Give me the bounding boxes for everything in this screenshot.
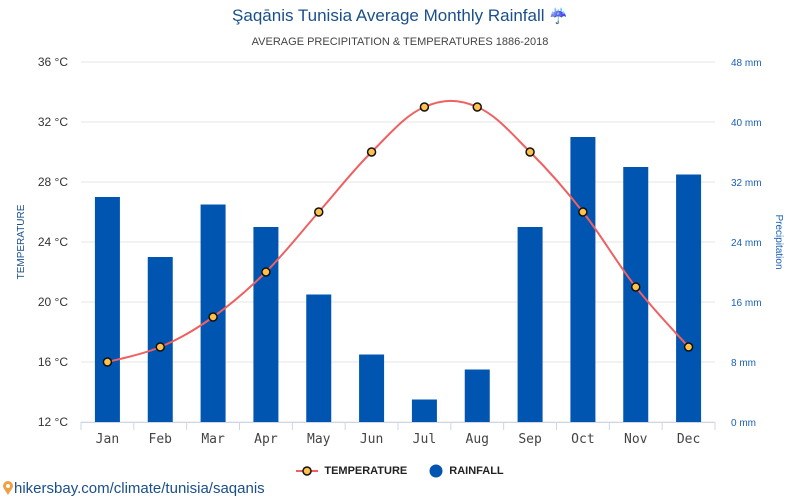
- temperature-point: [208, 312, 218, 322]
- legend-label-temperature: TEMPERATURE: [324, 465, 408, 477]
- temperature-point: [155, 342, 165, 352]
- temperature-point: [261, 267, 271, 277]
- y-axis-label-right: Precipitation: [773, 214, 784, 269]
- y-tick-right: 48 mm: [731, 58, 762, 69]
- temperature-point: [472, 102, 482, 112]
- y-tick-right: 24 mm: [731, 238, 762, 249]
- rainfall-bar: [464, 369, 490, 422]
- temperature-point: [102, 357, 113, 367]
- rainfall-bar: [359, 354, 385, 422]
- x-tick-label: Feb: [149, 432, 173, 447]
- x-tick-label: Jan: [96, 432, 119, 447]
- x-tick-label: May: [307, 432, 331, 447]
- chart: 12 °C 0 mm 16 °C 8 mm 20 °C 16 mm 24 °C 24 mm 28…: [16, 55, 784, 447]
- temperature-legend-icon: [296, 466, 319, 476]
- legend-item-rainfall[interactable]: RAINFALL: [429, 464, 504, 478]
- temperature-point: [578, 207, 588, 217]
- chart-title-text: Şaqānis Tunisia Average Monthly Rainfall: [232, 6, 545, 25]
- x-tick-label: Nov: [624, 432, 648, 447]
- chart-subtitle: AVERAGE PRECIPITATION & TEMPERATURES 188…: [251, 36, 549, 48]
- legend-item-temperature[interactable]: TEMPERATURE: [296, 464, 407, 478]
- x-tick-label: Aug: [466, 432, 489, 447]
- x-tick-label: Oct: [571, 432, 594, 447]
- temperature-point: [314, 207, 324, 217]
- map-pin-icon: [3, 481, 13, 495]
- y-tick-left: 24 °C: [38, 235, 68, 249]
- y-tick-left: 28 °C: [38, 175, 68, 189]
- y-tick-right: 0 mm: [731, 418, 756, 429]
- y-tick-right: 40 mm: [731, 118, 762, 129]
- temperature-point: [631, 282, 641, 292]
- temperature-line: [107, 99, 690, 363]
- rainfall-bar: [147, 257, 173, 422]
- y-tick-right: 16 mm: [731, 298, 762, 309]
- x-tick-label: Jun: [360, 432, 383, 447]
- footer-link[interactable]: hikersbay.com/climate/tunisia/saqanis: [2, 480, 265, 497]
- temperature-point: [683, 342, 694, 352]
- rainfall-bar: [570, 137, 596, 422]
- umbrella-rain-icon: ☔: [549, 8, 568, 25]
- y-tick-left: 12 °C: [38, 415, 68, 429]
- x-tick-label: Jul: [413, 432, 436, 447]
- temperature-point: [366, 147, 377, 157]
- rainfall-bar: [411, 399, 437, 422]
- legend: TEMPERATURE RAINFALL: [0, 464, 800, 478]
- rainfall-legend-icon: [429, 464, 443, 478]
- temperature-point: [419, 102, 430, 112]
- y-tick-right: 32 mm: [731, 178, 762, 189]
- y-tick-left: 32 °C: [38, 115, 68, 129]
- temperature-point: [525, 147, 535, 157]
- y-tick-right: 8 mm: [731, 358, 756, 369]
- y-axis-label-left: TEMPERATURE: [16, 204, 27, 279]
- x-tick-label: Dec: [677, 432, 700, 447]
- x-tick-label: Mar: [201, 432, 225, 447]
- rainfall-bar: [306, 294, 332, 422]
- footer-url: hikersbay.com/climate/tunisia/saqanis: [14, 480, 265, 497]
- chart-title: Şaqānis Tunisia Average Monthly Rainfall…: [0, 6, 800, 26]
- x-tick-label: Apr: [254, 432, 278, 447]
- rainfall-bar: [94, 197, 120, 422]
- rainfall-bar: [253, 227, 279, 422]
- x-tick-label: Sep: [518, 432, 542, 447]
- rainfall-bar: [676, 174, 702, 422]
- y-tick-left: 20 °C: [38, 295, 68, 309]
- y-tick-left: 16 °C: [38, 355, 68, 369]
- rainfall-bar: [623, 167, 649, 422]
- y-tick-left: 36 °C: [38, 55, 68, 69]
- legend-label-rainfall: RAINFALL: [449, 465, 504, 477]
- rainfall-bar: [517, 227, 543, 422]
